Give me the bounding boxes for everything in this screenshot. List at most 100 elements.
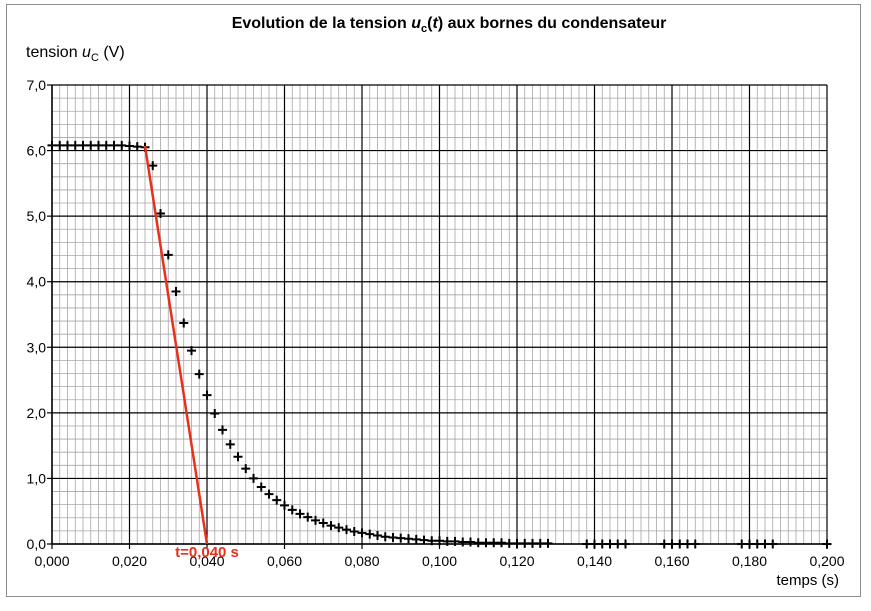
data-point — [466, 537, 475, 547]
data-point — [70, 140, 80, 150]
data-point — [171, 287, 181, 297]
x-tick-label: 0,180 — [732, 553, 767, 569]
x-tick-label: 0,140 — [577, 553, 612, 569]
x-tick-label: 0,100 — [422, 553, 457, 569]
data-point — [597, 539, 607, 549]
data-point — [737, 539, 747, 549]
data-point — [156, 209, 165, 219]
data-point — [295, 509, 305, 519]
y-axis-label: tension uC (V) — [26, 44, 125, 65]
data-point — [667, 539, 677, 549]
data-point — [497, 538, 506, 548]
y-tick-label: 7,0 — [27, 77, 47, 93]
x-tick-label: 0,200 — [809, 553, 844, 569]
x-tick-label: 0,120 — [499, 553, 534, 569]
data-point — [613, 539, 623, 549]
data-point — [163, 250, 173, 260]
data-point — [272, 495, 282, 505]
data-point — [489, 538, 499, 548]
x-tick-label: 0,080 — [344, 553, 379, 569]
data-point — [287, 505, 297, 515]
data-point — [326, 521, 336, 531]
data-point — [520, 538, 530, 548]
data-point — [55, 140, 65, 150]
data-point — [419, 535, 429, 545]
y-tick-label: 0,0 — [27, 536, 47, 552]
data-point — [225, 439, 235, 449]
x-tick-label: 0,040 — [189, 553, 224, 569]
x-tick-label: 0,020 — [112, 553, 147, 569]
y-tick-label: 2,0 — [27, 405, 47, 421]
tick-labels: 0,000 0,020 0,040 0,060 0,080 0,100 0,120 0,140… — [27, 77, 845, 569]
data-point — [404, 534, 413, 544]
data-point — [256, 482, 266, 492]
data-point — [187, 346, 196, 356]
data-point — [435, 536, 444, 546]
data-point — [481, 538, 491, 548]
data-point — [264, 489, 274, 499]
data-point — [621, 539, 630, 549]
data-point — [411, 534, 421, 544]
data-point — [125, 141, 134, 151]
x-axis-label: temps (s) — [776, 572, 839, 589]
data-point — [233, 452, 243, 462]
data-point — [768, 539, 778, 549]
data-point — [745, 539, 754, 549]
data-point — [442, 536, 452, 546]
axes — [47, 84, 828, 549]
annotation-label: t=0,040 s — [175, 544, 239, 561]
data-point — [342, 525, 351, 535]
data-point — [210, 409, 220, 419]
data-point — [450, 536, 460, 546]
tangent-line — [143, 145, 209, 545]
data-point — [86, 140, 96, 150]
data-point — [675, 539, 685, 549]
x-tick-label: 0,160 — [654, 553, 689, 569]
data-point — [528, 538, 537, 548]
data-point — [101, 140, 111, 150]
data-marks — [47, 140, 832, 549]
y-tick-label: 5,0 — [27, 208, 47, 224]
data-point — [388, 532, 398, 542]
data-point — [78, 140, 88, 150]
y-tick-label: 1,0 — [27, 470, 47, 486]
data-point — [117, 140, 127, 150]
data-point — [63, 140, 72, 150]
data-point — [473, 538, 483, 548]
data-point — [582, 539, 592, 549]
data-point — [179, 318, 189, 328]
data-point — [512, 538, 522, 548]
chart-title: Evolution de la tension uc(t) aux bornes… — [231, 15, 667, 36]
data-point — [334, 523, 344, 533]
data-point — [535, 538, 545, 548]
data-point — [218, 425, 227, 435]
data-point — [318, 518, 328, 528]
y-tick-label: 3,0 — [27, 339, 47, 355]
data-point — [659, 539, 669, 549]
data-point — [605, 539, 615, 549]
data-point — [380, 532, 390, 542]
data-point — [194, 369, 204, 379]
data-point — [94, 140, 103, 150]
data-point — [690, 539, 700, 549]
data-point — [752, 539, 762, 549]
data-point — [109, 140, 119, 150]
data-point — [504, 538, 514, 548]
data-point — [427, 536, 437, 546]
data-point — [241, 464, 251, 474]
data-point — [148, 161, 158, 171]
data-point — [249, 473, 258, 483]
data-point — [458, 537, 468, 547]
data-point — [311, 515, 320, 525]
data-point — [396, 533, 406, 543]
y-tick-label: 6,0 — [27, 143, 47, 159]
x-tick-label: 0,060 — [267, 553, 302, 569]
data-point — [132, 142, 142, 152]
data-point — [373, 530, 382, 540]
data-point — [822, 539, 832, 549]
data-point — [47, 140, 57, 150]
x-tick-label: 0,000 — [34, 553, 69, 569]
data-point — [357, 528, 367, 538]
data-point — [349, 527, 359, 537]
